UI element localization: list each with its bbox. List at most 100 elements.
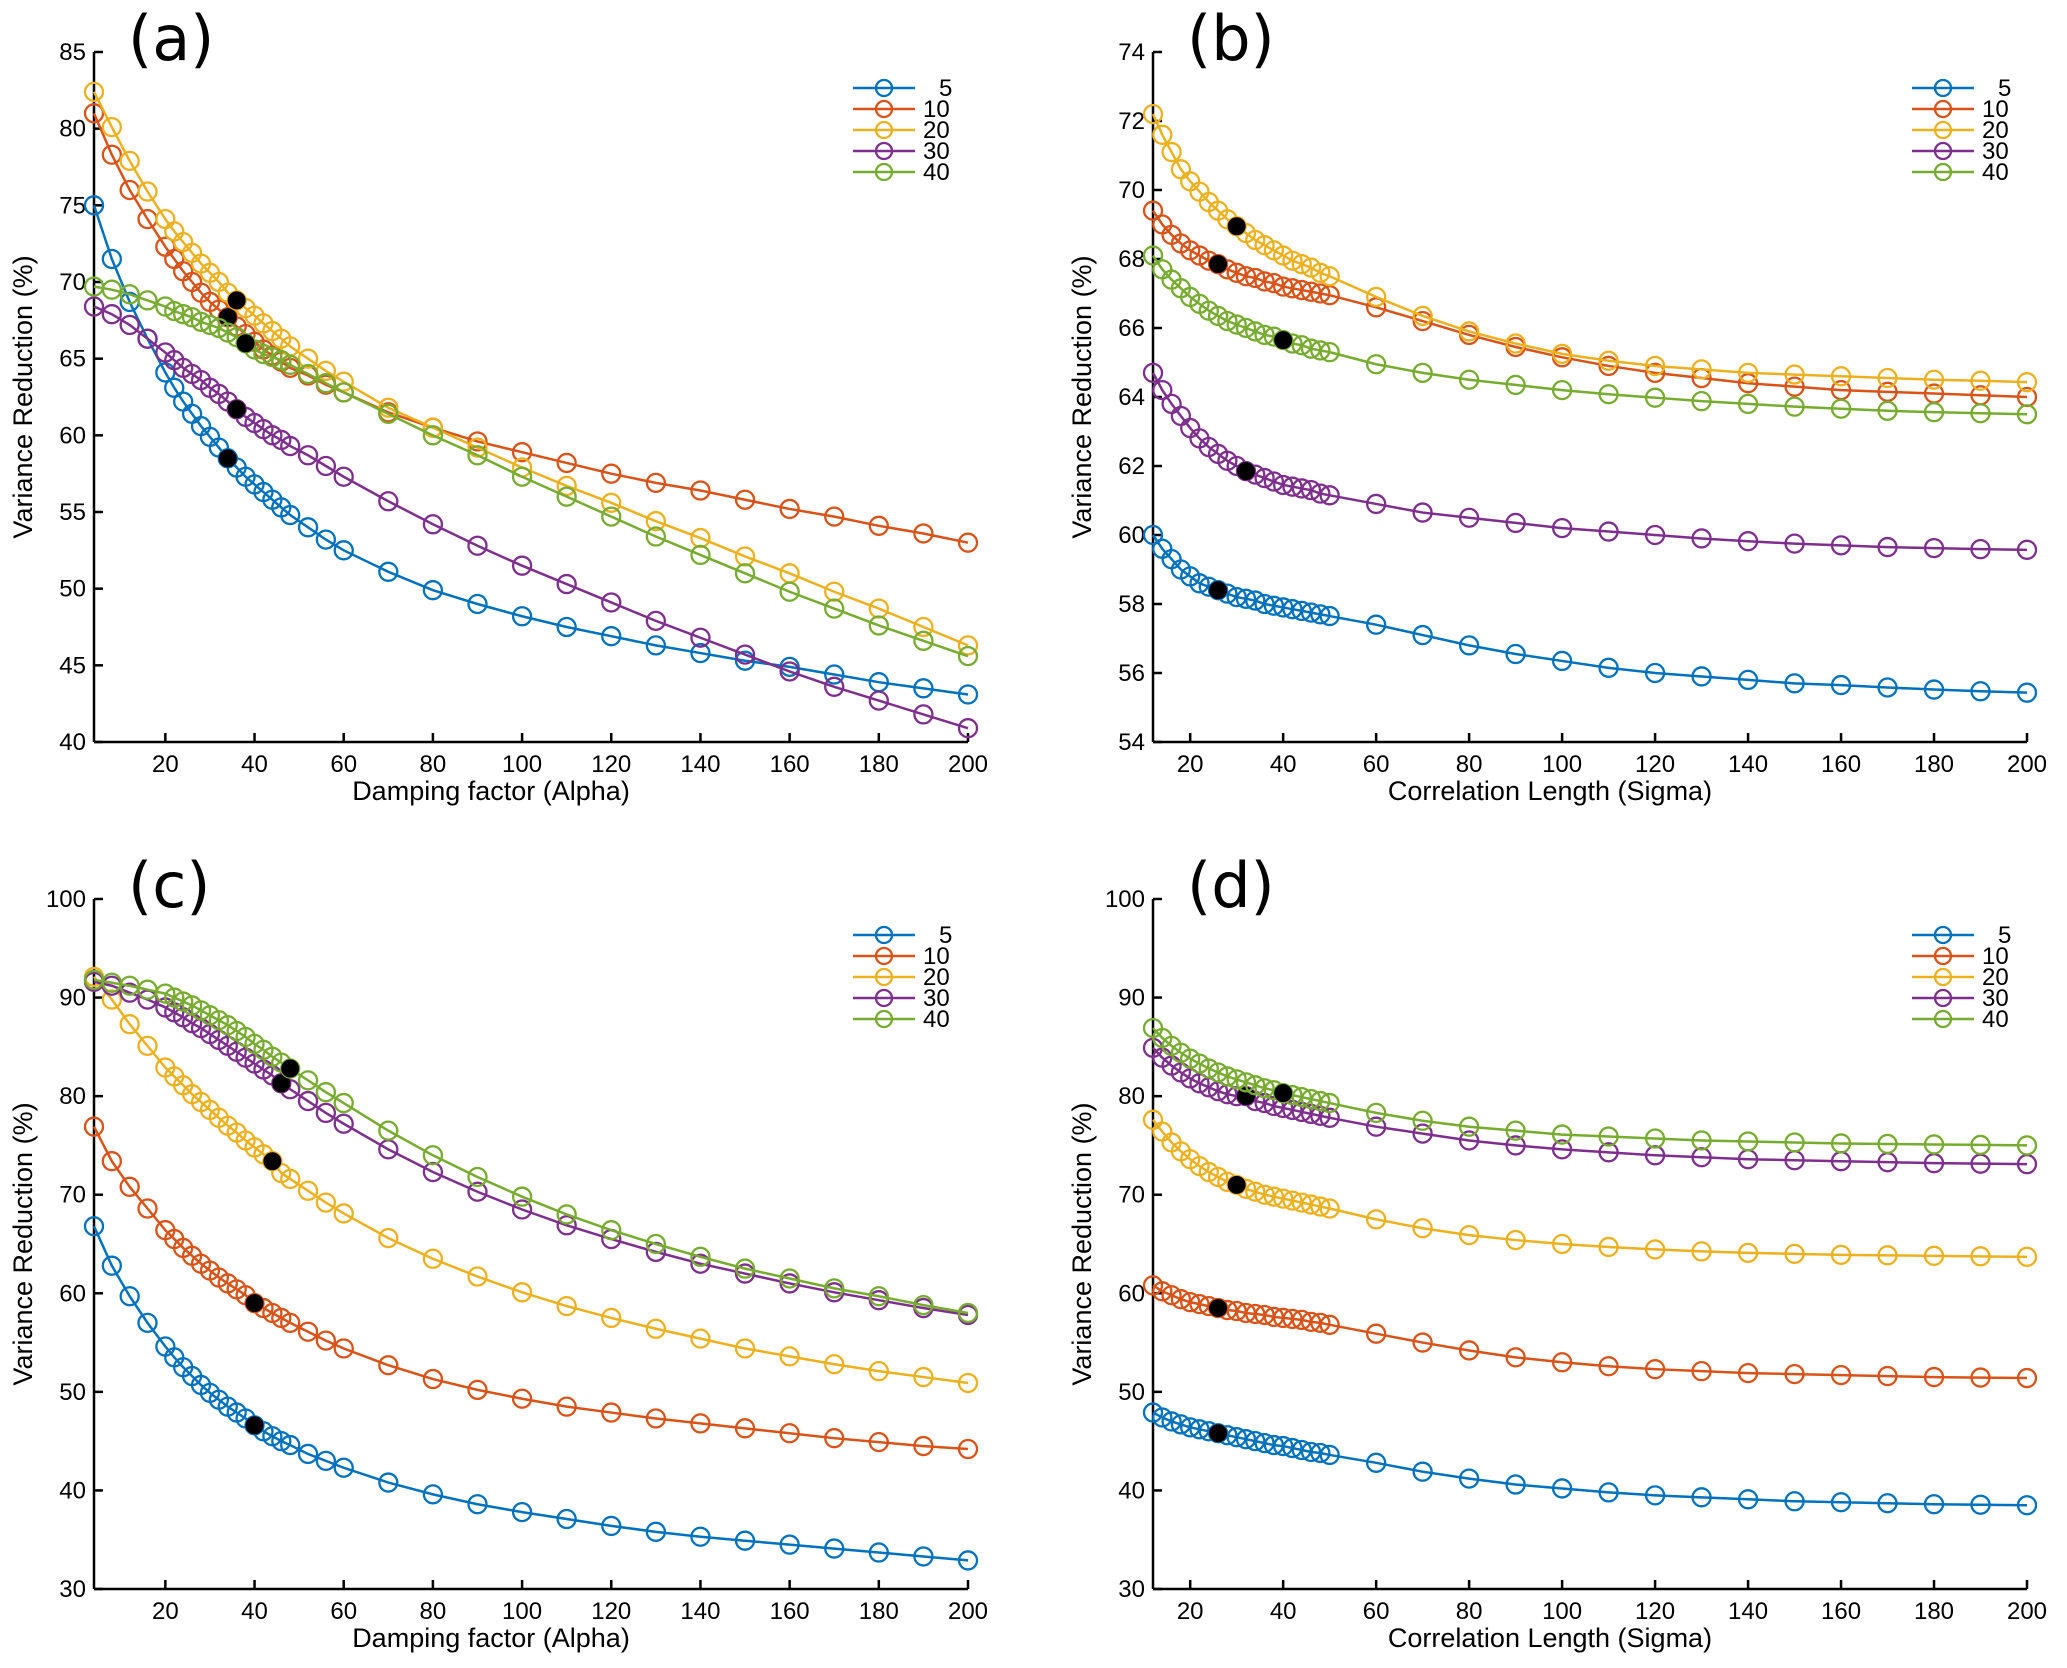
highlight-point [245,1294,264,1313]
data-point [868,690,889,711]
data-point [1170,1414,1192,1435]
legend-entry: 5 [939,922,952,949]
data-point [280,1434,301,1456]
data-point [824,1428,845,1449]
data-point [1505,512,1526,534]
data-point [1877,1365,1898,1387]
series-10 [1142,200,2038,408]
data-point [333,540,354,561]
series-40 [83,276,979,667]
y-tick-label: 40 [59,1477,86,1504]
data-point [1784,1363,1805,1385]
x-axis-label: Correlation Length (Sigma) [1388,1623,1712,1653]
data-point [280,1168,301,1190]
data-point [199,314,221,336]
data-point [1784,673,1805,694]
y-tick-label: 68 [1118,246,1145,273]
data-point [378,403,399,425]
series-40 [1142,245,2038,425]
data-point [1365,354,1387,375]
data-point [1412,362,1433,384]
data-point [1300,281,1322,302]
data-point [164,300,185,322]
data-point [1263,1186,1285,1207]
legend-marker [1933,99,1953,119]
data-point [645,511,667,532]
data-point [2016,1495,2038,1516]
data-point [83,81,105,103]
legend-marker [1933,988,1953,1008]
data-point [645,1521,667,1542]
data-point [467,535,488,556]
data-point [1142,200,1164,221]
x-tick-label: 180 [859,1598,899,1625]
data-point [1691,1130,1712,1151]
data-point [1644,1128,1666,1149]
legend-entry: 10 [1982,943,2009,970]
data-point [1226,314,1247,335]
data-point [315,529,337,550]
data-point [1142,524,1164,546]
data-point [868,615,889,636]
data-point [1551,1478,1573,1499]
x-tick-label: 100 [502,751,542,778]
highlight-point [263,1152,282,1171]
series-5 [83,195,979,705]
data-point [1152,124,1173,145]
data-point [1245,267,1266,289]
data-point [1970,1246,1991,1267]
data-point [913,1294,934,1316]
x-tick-label: 60 [330,1598,357,1625]
data-point [1923,369,1945,390]
data-point [1273,1188,1294,1209]
data-point [467,445,488,466]
data-point [1310,1312,1331,1334]
legend-entry: 10 [923,943,950,970]
data-point [1877,400,1898,421]
data-point [1598,1236,1619,1258]
data-point [1180,1292,1201,1313]
data-point [1310,283,1331,304]
data-point [1300,1088,1322,1110]
data-point [1365,1452,1387,1473]
data-point [1970,403,1991,424]
x-tick-label: 160 [770,751,810,778]
legend-entry: 20 [1982,117,2009,144]
data-point [511,442,533,463]
data-point [164,987,185,1008]
legend-entry: 30 [1982,985,2009,1012]
data-point [1412,1110,1433,1131]
data-point [1458,635,1480,656]
data-point [1254,467,1275,489]
data-point [1300,338,1322,359]
data-point [556,616,577,638]
panel-label: (b) [1187,2,1275,75]
data-point [1737,373,1759,394]
legend-marker [1933,78,1953,98]
y-tick-label: 90 [1118,985,1145,1012]
data-point [1319,1314,1340,1335]
data-point [1830,1364,1852,1386]
data-point [1551,379,1573,401]
data-point [734,563,756,584]
data-point [2016,372,2038,393]
data-point [1226,1427,1247,1448]
data-point [119,1014,140,1035]
data-point [734,1418,756,1439]
data-point [779,498,800,520]
data-point [1830,535,1852,556]
data-point [119,1176,140,1197]
data-point [511,466,533,487]
data-point [868,515,889,536]
data-point [1458,369,1480,390]
data-point [1691,390,1712,412]
data-point [1784,533,1805,554]
x-tick-label: 80 [420,1598,447,1625]
data-point [824,1538,845,1559]
data-point [2016,1246,2038,1267]
data-point [1142,1402,1164,1423]
data-point [333,1113,354,1134]
data-point [1551,1233,1573,1255]
data-point [601,1307,622,1329]
